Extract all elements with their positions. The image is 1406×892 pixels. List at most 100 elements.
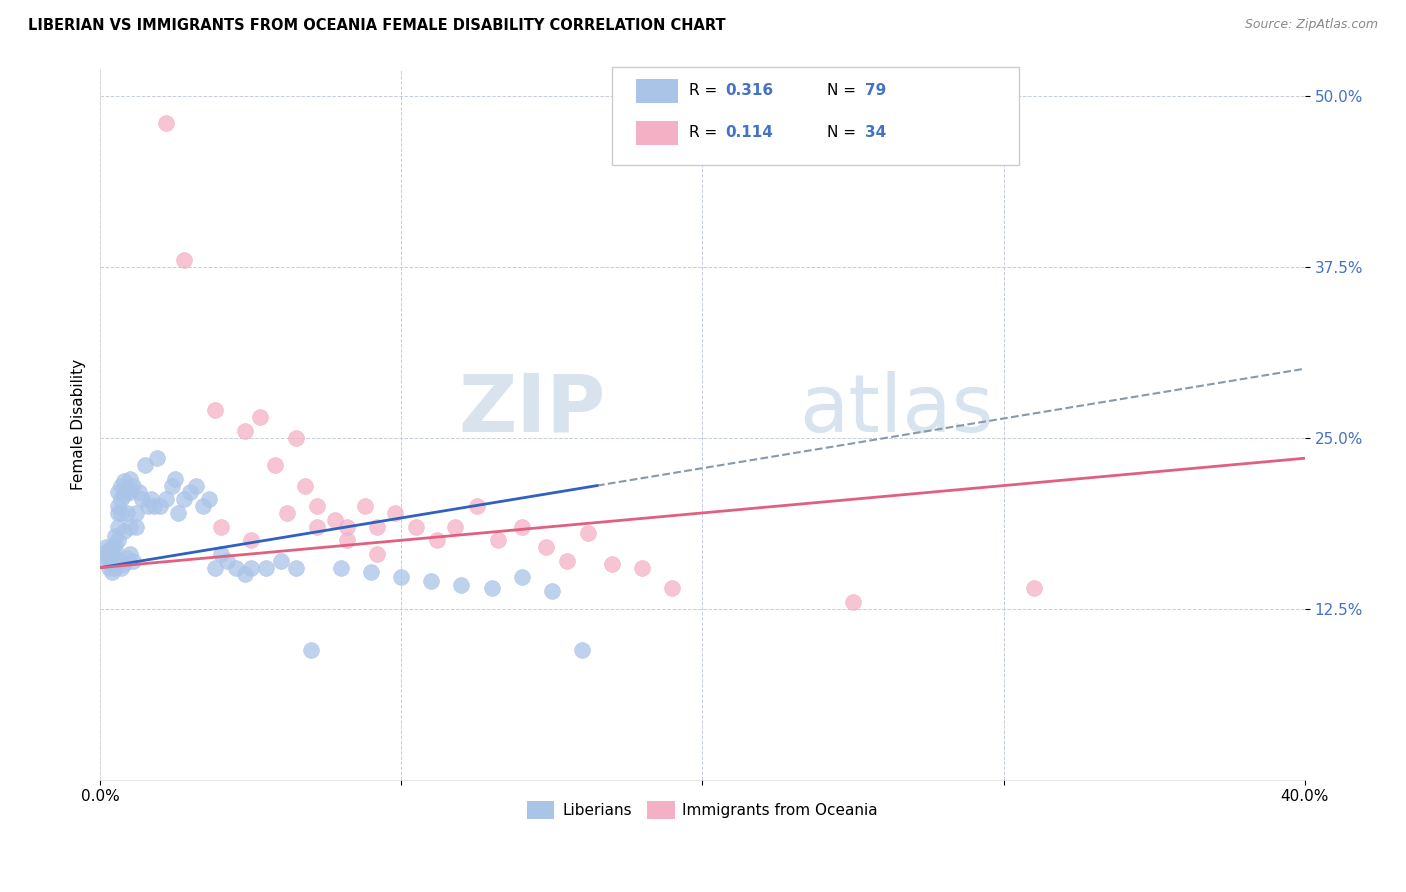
Point [120,547,142,561]
Y-axis label: Female Disability: Female Disability [72,359,86,490]
Point [276,506,298,520]
Point [104,542,127,557]
Point [510,519,533,533]
Point [465,499,488,513]
Text: Source: ZipAtlas.com: Source: ZipAtlas.com [1244,18,1378,31]
Point [104,560,127,574]
Point [360,565,382,579]
Point [110,506,132,520]
Text: atlas: atlas [799,371,993,449]
Point [450,578,472,592]
Point [107,554,129,568]
Point [233,567,256,582]
Point [131,492,153,507]
Point [204,403,226,417]
Point [110,478,132,492]
Point [354,499,377,513]
Point [110,492,132,507]
Point [104,557,127,571]
Point [101,540,124,554]
Point [98,547,121,561]
Text: 0.316: 0.316 [725,84,773,98]
Point [336,533,359,548]
Point [115,506,138,520]
Point [197,492,219,507]
Point [107,485,129,500]
Point [284,431,307,445]
Point [101,565,124,579]
Text: 34: 34 [865,126,886,140]
Point [98,560,121,574]
Point [263,458,285,472]
Point [204,560,226,574]
Point [173,252,195,267]
Point [115,551,138,566]
Point [107,519,129,533]
Point [486,533,509,548]
Point [120,485,142,500]
Text: N =: N = [827,84,860,98]
Point [104,529,127,543]
Point [254,560,277,574]
Point [426,533,449,548]
Point [209,519,232,533]
Point [305,499,328,513]
Point [122,478,145,492]
Point [107,499,129,513]
Point [136,499,159,513]
Point [94,554,117,568]
Point [98,542,121,557]
Point [162,478,184,492]
Point [104,551,127,566]
Point [173,492,195,507]
Text: R =: R = [689,84,723,98]
Point [534,540,557,554]
Point [249,410,271,425]
Point [540,583,562,598]
Point [149,499,172,513]
Text: 0.114: 0.114 [725,126,773,140]
Point [120,472,142,486]
Point [125,519,148,533]
Point [107,506,129,520]
Point [1022,581,1045,595]
Point [239,533,262,548]
Point [134,458,156,472]
Point [225,560,247,574]
Point [141,492,163,507]
Point [631,560,654,574]
Point [270,554,292,568]
Point [215,554,238,568]
Point [115,483,138,497]
Point [110,560,132,574]
Point [366,547,388,561]
Point [284,560,307,574]
Point [112,524,135,538]
Point [305,519,328,533]
Point [143,499,166,513]
Point [101,557,124,571]
Point [104,537,127,551]
Text: N =: N = [827,126,860,140]
Point [179,485,201,500]
Point [384,506,406,520]
Point [444,519,467,533]
Point [101,547,124,561]
Point [146,451,169,466]
Point [600,557,623,571]
Point [112,557,135,571]
Point [323,513,346,527]
Point [98,551,121,566]
Point [122,554,145,568]
Point [155,116,177,130]
Point [167,506,190,520]
Legend: Liberians, Immigrants from Oceania: Liberians, Immigrants from Oceania [520,795,884,825]
Point [571,642,593,657]
Point [294,478,316,492]
Point [366,519,388,533]
Point [420,574,443,589]
Point [299,642,322,657]
Point [125,506,148,520]
Point [576,526,599,541]
Point [120,519,142,533]
